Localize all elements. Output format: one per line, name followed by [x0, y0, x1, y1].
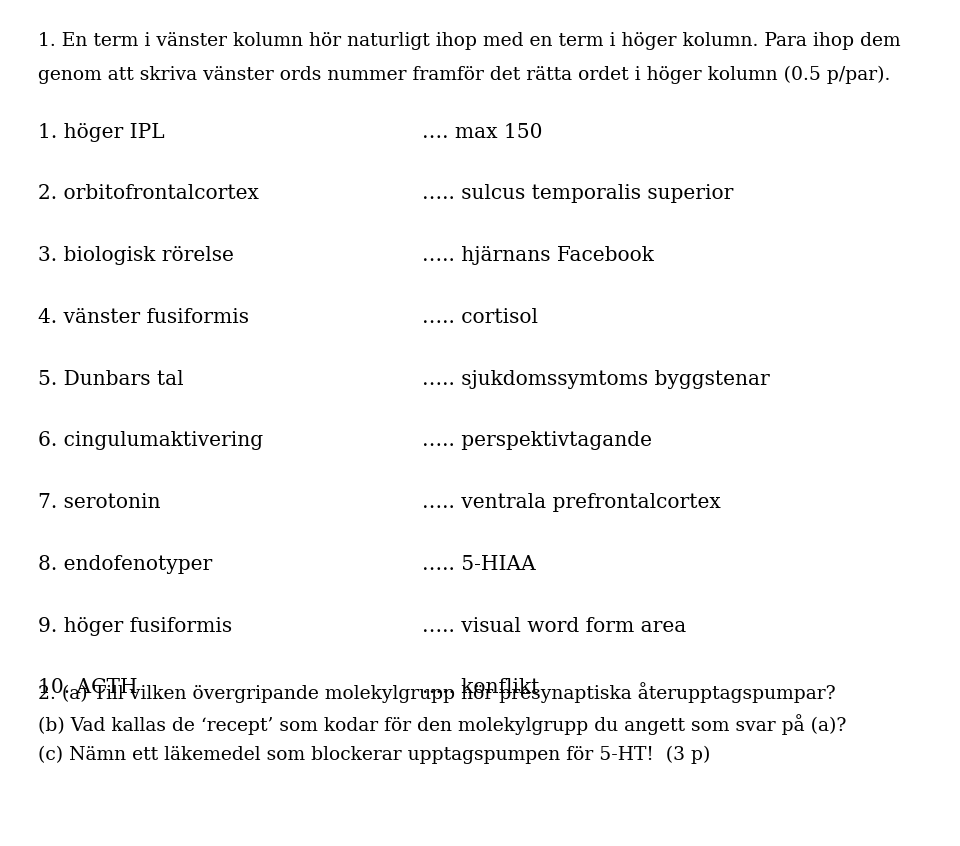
Text: 1. En term i vänster kolumn hör naturligt ihop med en term i höger kolumn. Para : 1. En term i vänster kolumn hör naturlig…	[38, 32, 901, 50]
Text: ….. sjukdomssymtoms byggstenar: ….. sjukdomssymtoms byggstenar	[422, 370, 770, 388]
Text: 2. (a) Till vilken övergripande molekylgrupp hör presynaptiska återupptagspumpar: 2. (a) Till vilken övergripande molekylg…	[38, 682, 836, 703]
Text: …. max 150: …. max 150	[422, 123, 543, 141]
Text: 5. Dunbars tal: 5. Dunbars tal	[38, 370, 184, 388]
Text: ….. sulcus temporalis superior: ….. sulcus temporalis superior	[422, 184, 733, 203]
Text: ….. ventrala prefrontalcortex: ….. ventrala prefrontalcortex	[422, 493, 721, 512]
Text: ….. hjärnans Facebook: ….. hjärnans Facebook	[422, 246, 655, 265]
Text: 3. biologisk rörelse: 3. biologisk rörelse	[38, 246, 234, 265]
Text: (c) Nämn ett läkemedel som blockerar upptagspumpen för 5-HT!  (3 p): (c) Nämn ett läkemedel som blockerar upp…	[38, 746, 710, 765]
Text: (b) Vad kallas de ‘recept’ som kodar för den molekylgrupp du angett som svar på : (b) Vad kallas de ‘recept’ som kodar för…	[38, 714, 847, 735]
Text: 9. höger fusiformis: 9. höger fusiformis	[38, 617, 232, 635]
Text: ….. perspektivtagande: ….. perspektivtagande	[422, 431, 653, 450]
Text: 7. serotonin: 7. serotonin	[38, 493, 161, 512]
Text: 8. endofenotyper: 8. endofenotyper	[38, 555, 213, 574]
Text: ….. 5-HIAA: ….. 5-HIAA	[422, 555, 536, 574]
Text: genom att skriva vänster ords nummer framför det rätta ordet i höger kolumn (0.5: genom att skriva vänster ords nummer fra…	[38, 66, 891, 85]
Text: 6. cingulumaktivering: 6. cingulumaktivering	[38, 431, 264, 450]
Text: ….. cortisol: ….. cortisol	[422, 308, 539, 327]
Text: 2. orbitofrontalcortex: 2. orbitofrontalcortex	[38, 184, 259, 203]
Text: ….. konflikt: ….. konflikt	[422, 678, 540, 697]
Text: ….. visual word form area: ….. visual word form area	[422, 617, 686, 635]
Text: 1. höger IPL: 1. höger IPL	[38, 123, 165, 141]
Text: 10. ACTH: 10. ACTH	[38, 678, 138, 697]
Text: 4. vänster fusiformis: 4. vänster fusiformis	[38, 308, 250, 327]
